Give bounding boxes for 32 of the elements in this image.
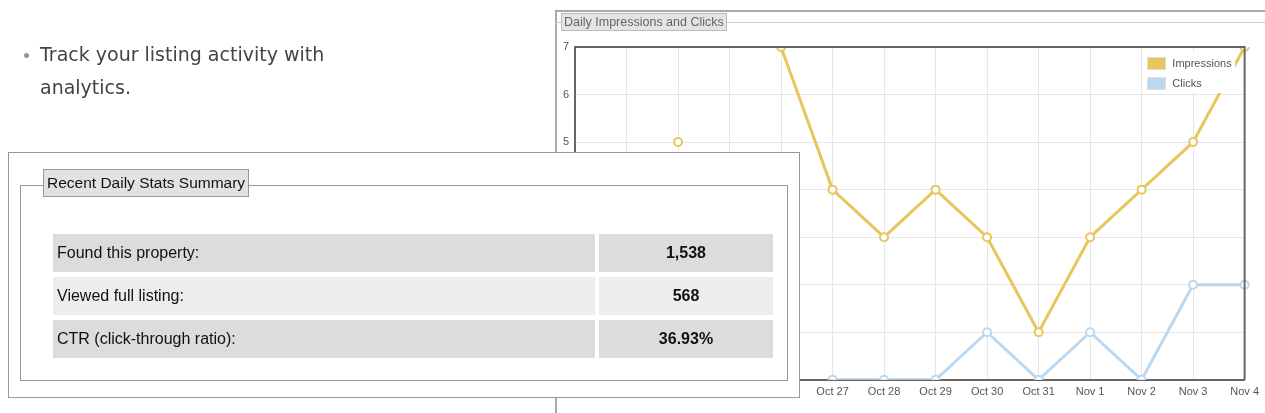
text: Recent Daily Stats Summary [43, 169, 250, 197]
x-tick-label: Oct 27 [816, 385, 849, 398]
x-tick-label: Oct 31 [1022, 385, 1055, 398]
annotation: 568 [595, 277, 773, 315]
point [930, 184, 941, 195]
point [827, 184, 838, 195]
text: Viewed full listing: [53, 277, 595, 315]
point [673, 137, 684, 148]
point [982, 232, 993, 243]
y-tick-label: 6 [562, 87, 569, 100]
legend-label: Impressions [1172, 57, 1232, 69]
point [1085, 232, 1096, 243]
y-tick-label: 7 [562, 40, 569, 53]
text: Track your listing activity with analytics. [40, 43, 325, 98]
x-tick-label: Oct 29 [919, 385, 952, 398]
x-tick-label: Nov 1 [1075, 385, 1105, 398]
x-tick-label: Oct 28 [867, 385, 901, 398]
x-tick-label: Nov 4 [1230, 385, 1260, 398]
point [879, 232, 890, 243]
y-tick-label: 5 [562, 135, 569, 148]
chart-title: Daily Impressions and Clicks [561, 13, 727, 31]
x-tick-label: Oct 30 [970, 385, 1004, 398]
point [1188, 137, 1199, 148]
annotation: 36.93% [595, 320, 773, 358]
annotation: 1,538 [595, 234, 773, 272]
point [1188, 279, 1199, 290]
point [1136, 184, 1147, 195]
x-tick-label: Nov 3 [1178, 385, 1208, 398]
text: CTR (click-through ratio): [53, 320, 595, 358]
text: Found this property: [53, 234, 595, 272]
x-tick-label: Nov 2 [1127, 385, 1156, 398]
legend-label: Clicks [1172, 77, 1202, 89]
